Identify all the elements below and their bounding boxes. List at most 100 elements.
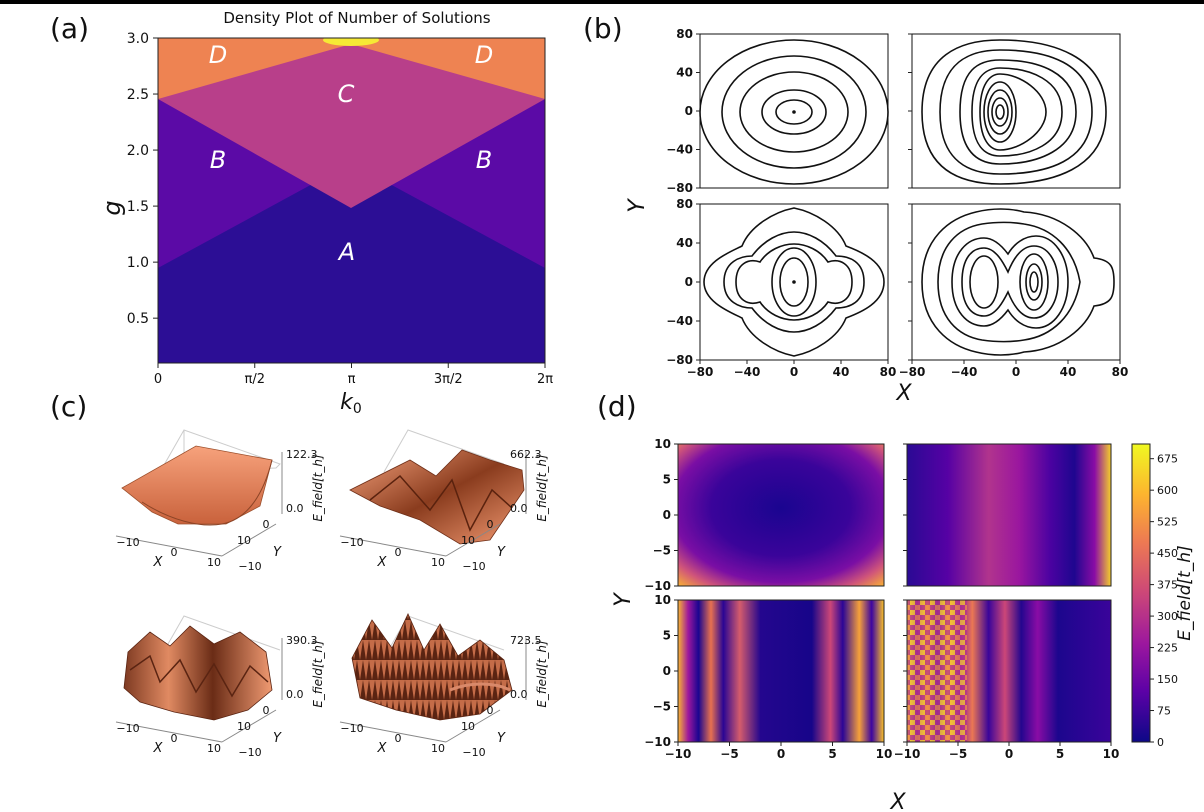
- heatmap-a-regions: [158, 38, 545, 363]
- x-axis-b-tick-label: −80: [899, 365, 926, 379]
- y-axis-d-tick-label: 10: [654, 437, 671, 451]
- contour-subplot-4: [911, 203, 1121, 361]
- surface-x-tick-label: 0: [395, 546, 402, 559]
- surface-x-tick-label: −10: [116, 722, 139, 735]
- surface-1-x-axis: [115, 535, 223, 557]
- x-axis-b-tick-label: −40: [734, 365, 761, 379]
- y-axis-b-tick-label: 80: [676, 27, 693, 41]
- contour-subplot-3: [699, 203, 889, 361]
- x-axis-a-tick-label: 3π/2: [434, 372, 463, 387]
- surface-y-tick-label: 0: [487, 518, 494, 531]
- surface-z-min-label: 0.0: [510, 502, 528, 515]
- contour-line: [995, 104, 1005, 120]
- y-axis-b-tick-label: −40: [666, 143, 693, 157]
- contour-line: [969, 255, 999, 309]
- surface-2-ridge: [369, 474, 513, 532]
- y-axis-d-label: Y: [611, 592, 636, 607]
- colorbar-ticks: 675 600 525 450 375 300 225 150 75 0: [1150, 453, 1178, 749]
- surface-subplot-4: [339, 613, 527, 743]
- surface-z-max-label: 122.3: [286, 448, 318, 461]
- colorbar-label: E_field[t_h]: [1175, 545, 1195, 640]
- contour-line: [983, 81, 1017, 143]
- panel-label-a: (a): [50, 12, 90, 45]
- colorbar-tick-label: 675: [1157, 453, 1178, 466]
- surface-subplot-2: [339, 429, 527, 557]
- colorbar-tick-label: 0: [1157, 736, 1164, 749]
- y-axis-d-tick-label: 0: [663, 508, 671, 522]
- surface-x-tick-label: −10: [340, 722, 363, 735]
- surface-x-tick-label: 10: [431, 742, 445, 755]
- region-label-d-right: D: [475, 41, 493, 69]
- surface-z-max-label: 390.3: [286, 634, 318, 647]
- x-axis-a: 0 π/2 π 3π/2 2π: [154, 363, 553, 387]
- surface-3-x-axis: [115, 721, 223, 743]
- surface-3-ridge: [129, 654, 269, 698]
- contour-center-dot: [792, 280, 796, 284]
- x-axis-d-tick-label: 0: [1005, 747, 1013, 761]
- y-axis-b-label: Y: [625, 198, 650, 213]
- panel-label-c: (c): [50, 390, 88, 423]
- panel-c-chart: −10 0 10 X 10 0 −10 Y 122.3 0.0 E_field[t_h] −10 0 10…: [115, 429, 549, 759]
- contour-line: [991, 97, 1009, 127]
- surface-y-tick-label: 0: [487, 704, 494, 717]
- surface-y-axis-label: Y: [273, 545, 282, 560]
- surface-z-min-label: 0.0: [286, 502, 304, 515]
- y-axis-b-tick-label: 40: [676, 236, 693, 250]
- y-axis-d-tick-label: 5: [663, 473, 671, 487]
- region-label-d-left: D: [209, 41, 227, 69]
- surface-z-axis-label: E_field[t_h]: [311, 454, 325, 522]
- colorbar: [1131, 443, 1151, 743]
- surface-z-min-label: 0.0: [510, 688, 528, 701]
- region-label-b-left: B: [210, 146, 226, 174]
- x-axis-d-tick-label: 5: [828, 747, 836, 761]
- surface-x-axis-label: X: [377, 555, 388, 570]
- y-axis-a-tick-label: 3.0: [127, 31, 149, 47]
- panel-a-chart: Density Plot of Number of Solutions 0.5 1…: [98, 9, 553, 417]
- contour-line: [703, 207, 885, 357]
- x-axis-d-tick-label: 10: [1103, 747, 1120, 761]
- x-axis-a-label-sub: 0: [353, 401, 362, 417]
- contour-line: [771, 247, 817, 317]
- heatmap-d-4: [907, 600, 1111, 742]
- surface-x-tick-label: 0: [171, 732, 178, 745]
- region-peak-fill: [323, 38, 379, 46]
- x-axis-b-tick-label: 0: [790, 365, 798, 379]
- contour-line: [921, 208, 1115, 356]
- surface-2-y-axis: [445, 523, 501, 557]
- colorbar-tick-label: 300: [1157, 610, 1178, 623]
- x-axis-d-tick-label: −10: [665, 747, 692, 761]
- y-axis-b-tick-label: 40: [676, 66, 693, 80]
- contour-line: [699, 39, 889, 185]
- surface-x-tick-label: 10: [207, 556, 221, 569]
- contour-line: [939, 49, 1093, 175]
- surface-y-axis-label: Y: [273, 731, 282, 746]
- y-axis-a-label: g: [98, 200, 126, 215]
- x-axis-b-tick-label: −80: [687, 365, 714, 379]
- colorbar-tick-label: 225: [1157, 642, 1178, 655]
- top-border: [0, 0, 1204, 4]
- x-axis-a-tick-label: 0: [154, 372, 162, 387]
- colorbar-tick-label: 375: [1157, 579, 1178, 592]
- surface-y-tick-label: −10: [462, 746, 485, 759]
- surface-subplot-1: [115, 429, 283, 557]
- x-axis-d-tick-label: 5: [1056, 747, 1064, 761]
- x-axis-d-tick-label: −5: [949, 747, 967, 761]
- surface-y-tick-label: 0: [263, 704, 270, 717]
- surface-x-tick-label: −10: [116, 536, 139, 549]
- surface-x-tick-label: −10: [340, 536, 363, 549]
- x-axis-d-tick-label: 10: [876, 747, 893, 761]
- contour-line: [735, 243, 853, 321]
- surface-z-axis-label: E_field[t_h]: [535, 640, 549, 708]
- y-axis-a-tick-label: 1.5: [127, 199, 149, 215]
- surface-z-axis-label: E_field[t_h]: [535, 454, 549, 522]
- y-axis-b-tick-label: −40: [666, 314, 693, 328]
- x-axis-b-label: X: [895, 381, 912, 406]
- contour-line: [1029, 271, 1039, 293]
- surface-x-axis-label: X: [153, 741, 164, 756]
- x-axis-a-tick-label: π: [348, 372, 356, 387]
- surface-y-tick-label: −10: [462, 560, 485, 573]
- surface-y-tick-label: 10: [461, 534, 475, 547]
